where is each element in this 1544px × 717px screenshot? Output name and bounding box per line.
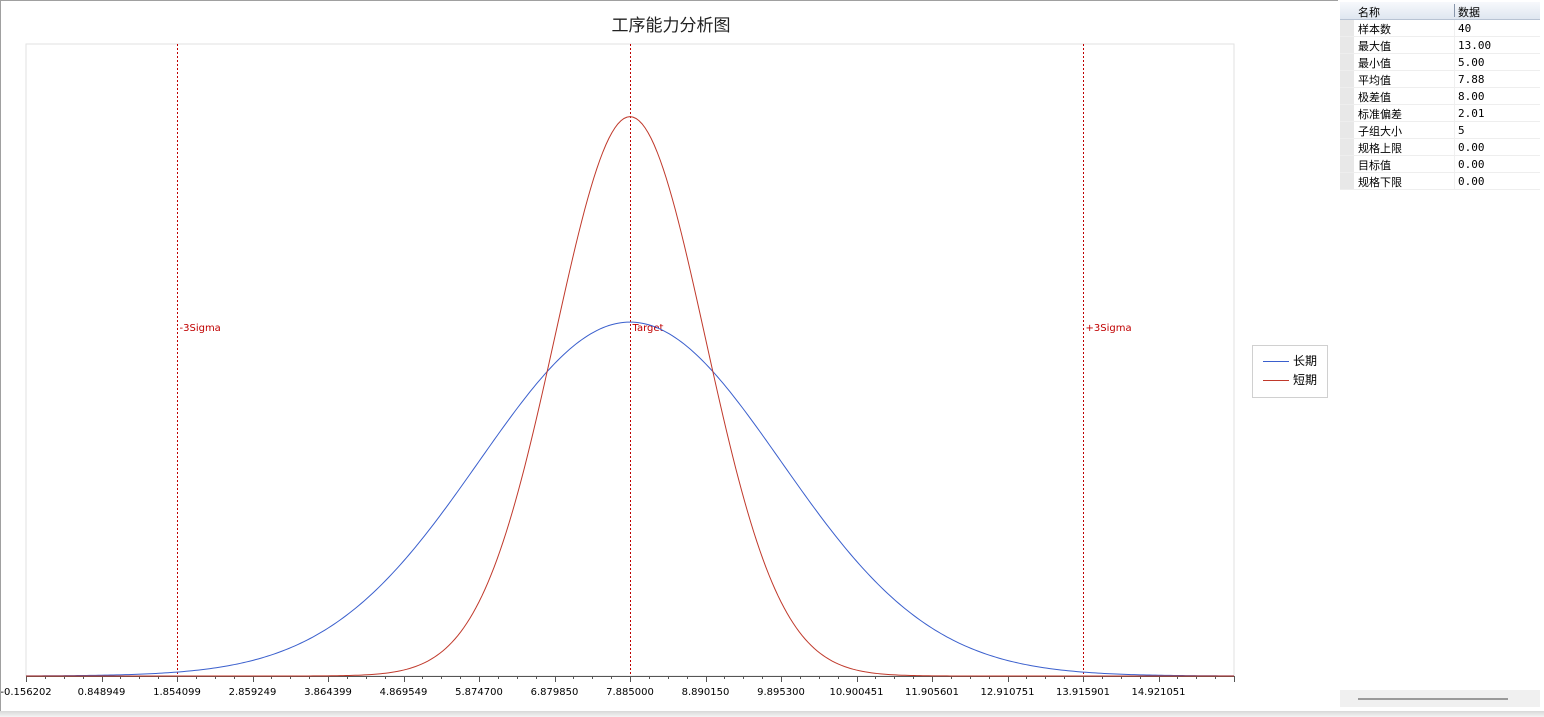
- x-tick-label: 0.848949: [78, 687, 126, 698]
- x-tick-label: 12.910751: [980, 687, 1034, 698]
- table-row[interactable]: 最大值 13.00: [1340, 37, 1540, 54]
- table-row[interactable]: 规格上限 0.00: [1340, 139, 1540, 156]
- table-row[interactable]: 子组大小 5: [1340, 122, 1540, 139]
- table-row[interactable]: 规格下限 0.00: [1340, 173, 1540, 190]
- stat-name: 最小值: [1358, 57, 1391, 70]
- cell-divider: [1454, 88, 1455, 104]
- chart-title: 工序能力分析图: [611, 16, 731, 36]
- stats-table[interactable]: 名称 数据 样本数 40 最大值 13.00 最小值 5.00 平均值 7.88 极差值 8.00…: [1340, 2, 1540, 190]
- legend-label-long-term: 长期: [1293, 354, 1318, 368]
- stat-value: 0.00: [1458, 158, 1485, 171]
- row-header[interactable]: [1340, 173, 1354, 189]
- capability-chart: -0.156202 0.848949 1.854099 2.859249 3.86439…: [1, 43, 1235, 698]
- table-row[interactable]: 样本数 40: [1340, 20, 1540, 37]
- status-strip: [0, 711, 1544, 717]
- legend-swatch-short-term: [1263, 380, 1289, 381]
- x-tick-label: 6.879850: [531, 687, 579, 698]
- scrollbar-thumb[interactable]: [1358, 698, 1508, 700]
- x-tick-label: 3.864399: [304, 687, 352, 698]
- column-header-name[interactable]: 名称: [1358, 6, 1380, 19]
- horizontal-scrollbar[interactable]: [1340, 690, 1540, 707]
- x-tick-label: 8.890150: [682, 687, 730, 698]
- cell-divider: [1454, 122, 1455, 138]
- stat-value: 40: [1458, 22, 1472, 35]
- stat-value: 7.88: [1458, 73, 1485, 86]
- stat-name: 平均值: [1358, 74, 1391, 87]
- stat-name: 规格上限: [1358, 142, 1402, 155]
- cell-divider: [1454, 173, 1455, 189]
- stat-value: 0.00: [1458, 175, 1485, 188]
- stat-name: 样本数: [1358, 23, 1391, 36]
- row-header[interactable]: [1340, 122, 1354, 138]
- legend-label-short-term: 短期: [1293, 373, 1318, 387]
- chart-legend: 长期 短期: [1252, 345, 1328, 398]
- stat-value: 0.00: [1458, 141, 1485, 154]
- table-row[interactable]: 平均值 7.88: [1340, 71, 1540, 88]
- row-header[interactable]: [1340, 20, 1354, 36]
- cell-divider: [1454, 156, 1455, 172]
- stat-name: 最大值: [1358, 40, 1391, 53]
- column-divider[interactable]: [1454, 4, 1455, 17]
- x-tick-label: 1.854099: [153, 687, 201, 698]
- row-header[interactable]: [1340, 156, 1354, 172]
- x-tick-label: -0.156202: [1, 687, 52, 698]
- reference-label: Target: [632, 323, 664, 334]
- series-line-long-term: [25, 321, 1235, 677]
- stats-table-body: 样本数 40 最大值 13.00 最小值 5.00 平均值 7.88 极差值 8.00 标准偏差 2.…: [1340, 20, 1540, 190]
- row-header[interactable]: [1340, 139, 1354, 155]
- stat-name: 目标值: [1358, 159, 1391, 172]
- table-row[interactable]: 极差值 8.00: [1340, 88, 1540, 105]
- stat-value: 5: [1458, 124, 1465, 137]
- x-tick-label: 9.895300: [757, 687, 805, 698]
- cell-divider: [1454, 139, 1455, 155]
- row-header[interactable]: [1340, 88, 1354, 104]
- cell-divider: [1454, 20, 1455, 36]
- legend-item-short-term: 短期: [1261, 372, 1327, 388]
- row-header[interactable]: [1340, 105, 1354, 121]
- x-tick-label: 5.874700: [455, 687, 503, 698]
- cell-divider: [1454, 105, 1455, 121]
- cell-divider: [1454, 71, 1455, 87]
- table-row[interactable]: 目标值 0.00: [1340, 156, 1540, 173]
- row-header[interactable]: [1340, 71, 1354, 87]
- stat-name: 子组大小: [1358, 125, 1402, 138]
- chart-panel: -0.156202 0.848949 1.854099 2.859249 3.86439…: [0, 0, 1338, 711]
- table-row[interactable]: 最小值 5.00: [1340, 54, 1540, 71]
- series-line-short-term: [26, 116, 1234, 677]
- row-header[interactable]: [1340, 37, 1354, 53]
- stat-value: 5.00: [1458, 56, 1485, 69]
- reference-label: +3Sigma: [1086, 323, 1132, 334]
- stat-name: 规格下限: [1358, 176, 1402, 189]
- stat-value: 2.01: [1458, 107, 1485, 120]
- x-tick-label: 2.859249: [229, 687, 277, 698]
- legend-item-long-term: 长期: [1261, 353, 1327, 369]
- x-tick-label: 13.915901: [1056, 687, 1110, 698]
- stat-name: 标准偏差: [1358, 108, 1402, 121]
- cell-divider: [1454, 54, 1455, 70]
- reference-label: -3Sigma: [180, 323, 221, 334]
- x-tick-label: 10.900451: [829, 687, 883, 698]
- cell-divider: [1454, 37, 1455, 53]
- x-tick-label: 7.885000: [606, 687, 654, 698]
- stat-name: 极差值: [1358, 91, 1391, 104]
- row-header[interactable]: [1340, 54, 1354, 70]
- column-header-value[interactable]: 数据: [1458, 6, 1480, 19]
- x-tick-label: 14.921051: [1131, 687, 1185, 698]
- x-tick-label: 11.905601: [905, 687, 959, 698]
- table-row[interactable]: 标准偏差 2.01: [1340, 105, 1540, 122]
- stat-value: 13.00: [1458, 39, 1492, 52]
- stats-table-header[interactable]: 名称 数据: [1340, 2, 1540, 20]
- x-tick-label: 4.869549: [380, 687, 428, 698]
- stat-value: 8.00: [1458, 90, 1485, 103]
- legend-swatch-long-term: [1263, 361, 1289, 362]
